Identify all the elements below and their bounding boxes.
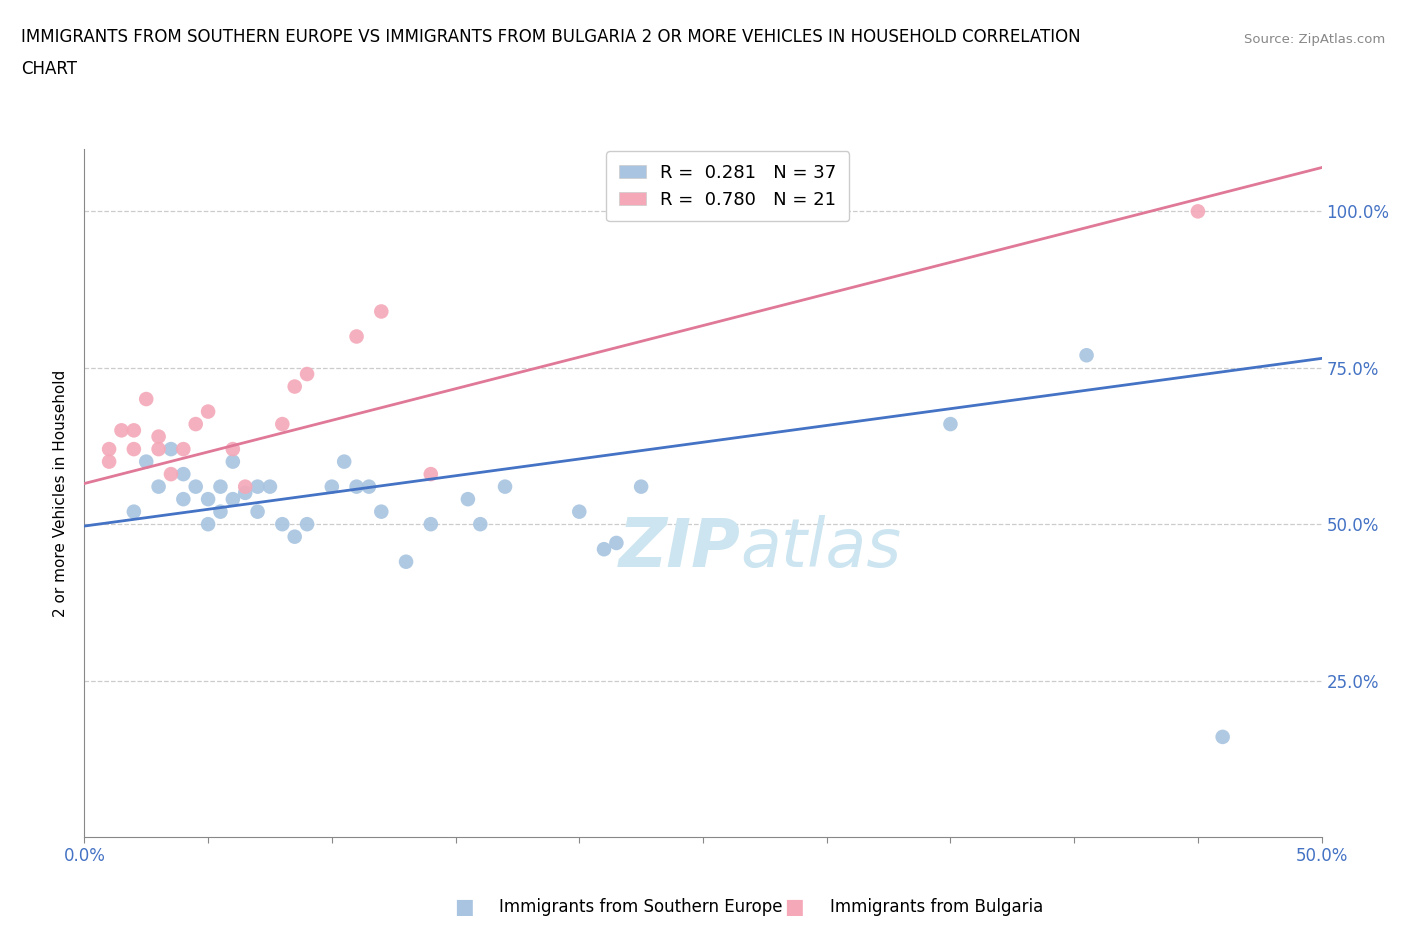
Point (148, 479, 170, 494)
Point (209, 479, 232, 494)
Point (419, 467, 441, 482)
Point (98, 442, 121, 457)
Point (122, 504, 145, 519)
Point (284, 379, 307, 394)
Point (122, 442, 145, 457)
Point (605, 536, 627, 551)
Point (148, 429, 170, 444)
Point (197, 405, 219, 419)
Point (172, 467, 194, 482)
Point (172, 492, 194, 507)
Point (370, 304, 392, 319)
Point (295, 366, 318, 381)
Point (98, 454, 121, 469)
Point (271, 517, 294, 532)
Text: Immigrants from Southern Europe: Immigrants from Southern Europe (499, 897, 783, 916)
Point (197, 517, 219, 532)
Point (568, 504, 591, 519)
Point (370, 504, 392, 519)
Point (333, 454, 356, 469)
Text: Source: ZipAtlas.com: Source: ZipAtlas.com (1244, 33, 1385, 46)
Point (939, 417, 962, 432)
Text: ZIP: ZIP (619, 515, 740, 581)
Point (630, 479, 652, 494)
Point (346, 329, 368, 344)
Point (321, 479, 343, 494)
Point (470, 517, 492, 532)
Point (222, 442, 245, 457)
Text: atlas: atlas (740, 515, 901, 581)
Point (593, 542, 616, 557)
Point (1212, 729, 1234, 744)
Point (222, 454, 245, 469)
Point (457, 492, 479, 507)
Point (135, 392, 157, 406)
Point (110, 423, 132, 438)
Point (148, 442, 170, 457)
Point (209, 504, 232, 519)
Point (419, 517, 441, 532)
Point (172, 442, 194, 457)
Point (197, 492, 219, 507)
Text: ■: ■ (785, 897, 804, 917)
Point (271, 417, 294, 432)
Point (160, 467, 183, 482)
Legend: R =  0.281   N = 37, R =  0.780   N = 21: R = 0.281 N = 37, R = 0.780 N = 21 (606, 151, 849, 221)
Point (1187, 204, 1209, 219)
Point (135, 454, 157, 469)
Point (246, 479, 269, 494)
Text: ■: ■ (454, 897, 474, 917)
Point (184, 479, 207, 494)
Text: Immigrants from Bulgaria: Immigrants from Bulgaria (830, 897, 1043, 916)
Point (246, 504, 269, 519)
Point (233, 479, 256, 494)
Point (284, 529, 307, 544)
Point (122, 423, 145, 438)
Point (1076, 348, 1098, 363)
Point (357, 479, 380, 494)
Point (259, 479, 281, 494)
Point (395, 554, 418, 569)
Point (295, 517, 318, 532)
Text: CHART: CHART (21, 60, 77, 78)
Y-axis label: 2 or more Vehicles in Household: 2 or more Vehicles in Household (53, 369, 69, 617)
Point (160, 442, 183, 457)
Point (346, 479, 368, 494)
Text: IMMIGRANTS FROM SOUTHERN EUROPE VS IMMIGRANTS FROM BULGARIA 2 OR MORE VEHICLES I: IMMIGRANTS FROM SOUTHERN EUROPE VS IMMIG… (21, 28, 1081, 46)
Point (233, 485, 256, 500)
Point (494, 479, 516, 494)
Point (222, 492, 245, 507)
Point (184, 417, 207, 432)
